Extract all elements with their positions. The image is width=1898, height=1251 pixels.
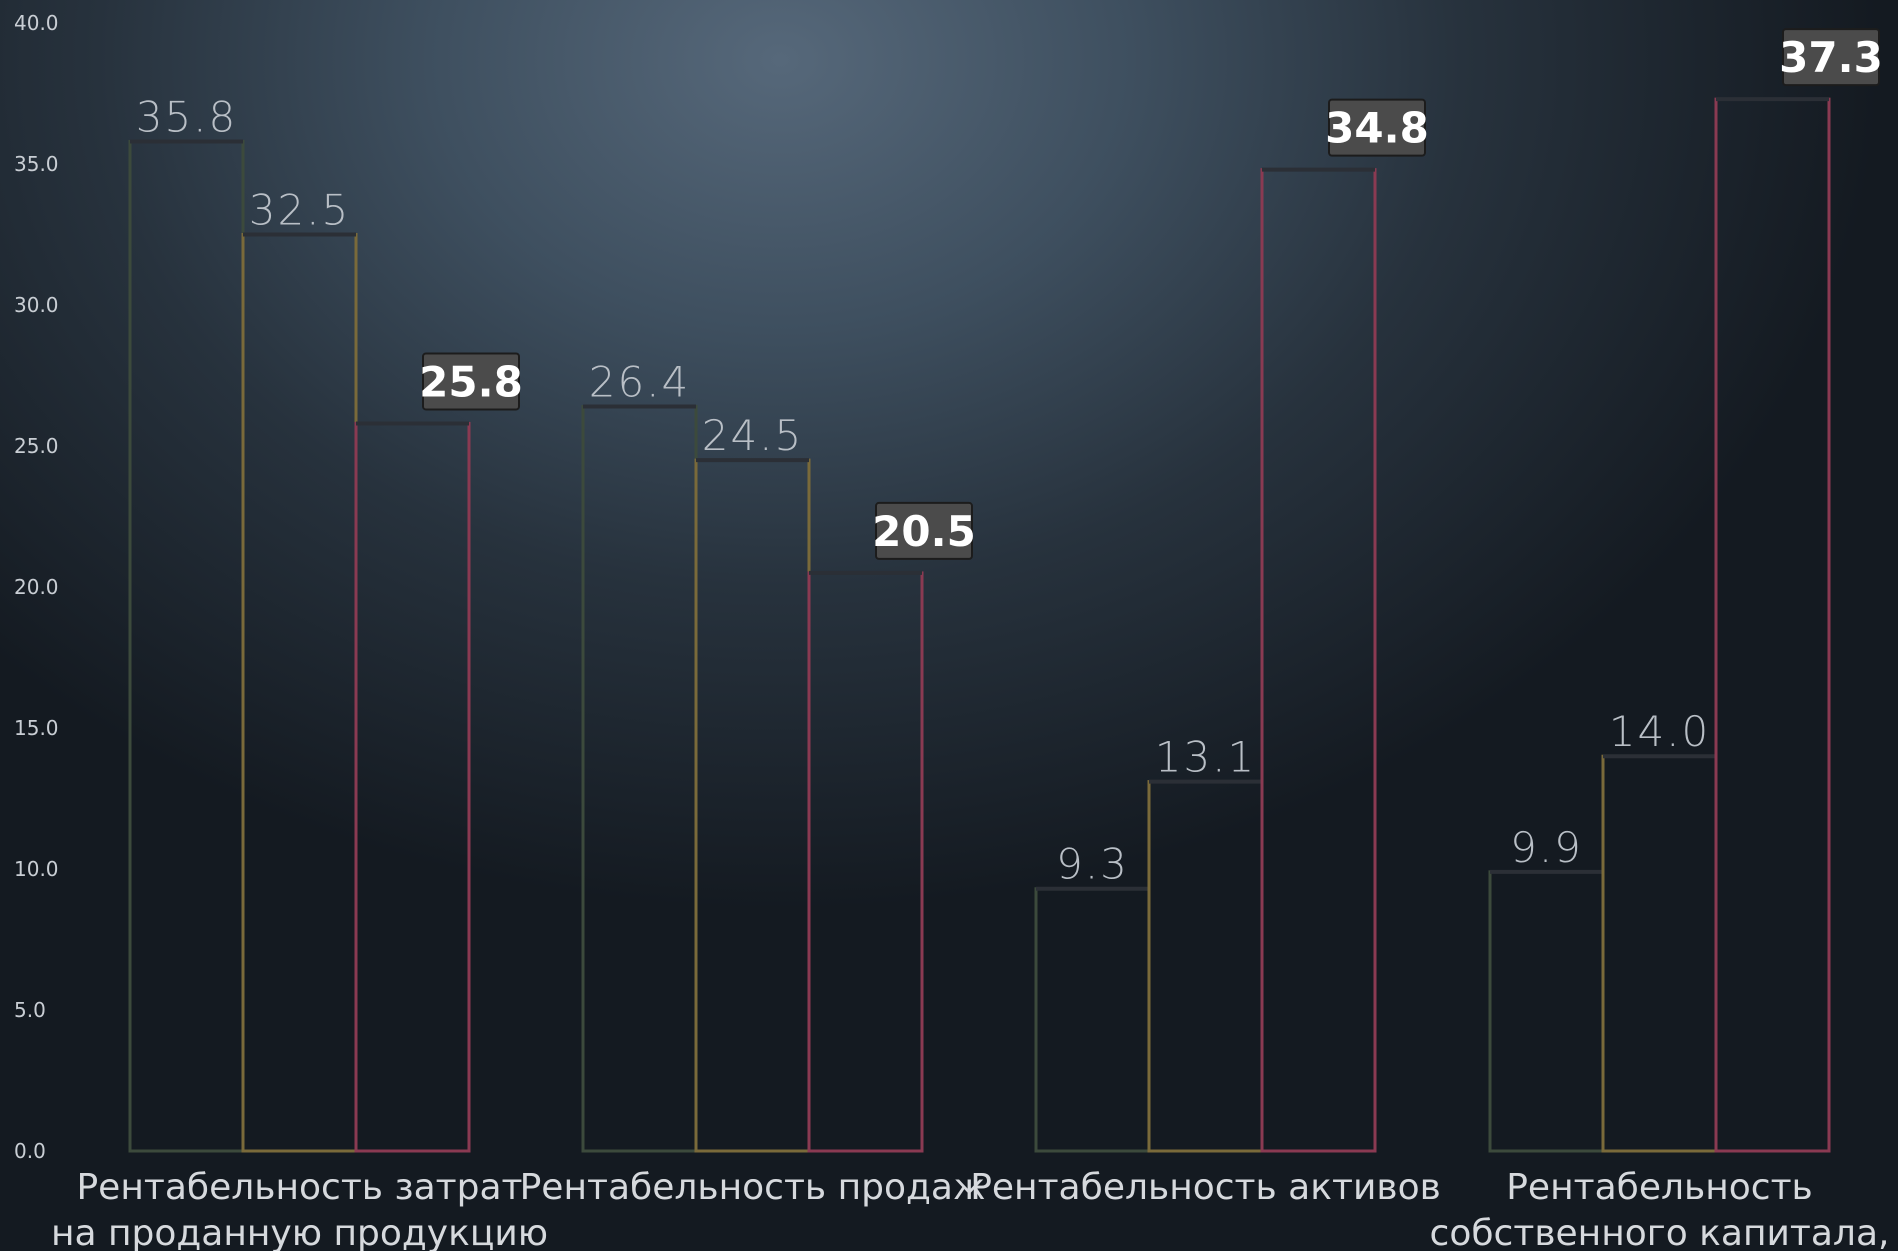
data-label: 14.0 [1609, 707, 1711, 756]
y-tick-label: 0.0 [14, 1139, 46, 1163]
bar [128, 139, 245, 1153]
x-category-label: на проданную продукцию [51, 1213, 548, 1251]
bar [1714, 97, 1831, 1153]
data-label-box [1328, 98, 1426, 157]
bar [581, 405, 698, 1153]
data-label-box [875, 501, 973, 560]
data-label-box [422, 352, 520, 411]
category-labels: Рентабельность затрат на проданную продук… [51, 1167, 1890, 1251]
y-tick-label: 25.0 [14, 434, 59, 458]
data-label: 24.5 [702, 411, 804, 460]
bar [241, 233, 358, 1153]
y-tick-label: 40.0 [14, 11, 59, 35]
y-tick-label: 35.0 [14, 152, 59, 176]
x-category-label: Рентабельность [1506, 1167, 1813, 1208]
bar [1147, 780, 1264, 1153]
bars [128, 97, 1831, 1153]
bar [1034, 887, 1151, 1153]
data-label: 9.3 [1056, 840, 1129, 889]
y-tick-label: 20.0 [14, 575, 59, 599]
data-label: 13.1 [1155, 733, 1257, 782]
y-tick-label: 10.0 [14, 857, 59, 881]
x-category-label: собственного капитала, [1430, 1213, 1890, 1251]
bar [354, 421, 471, 1153]
data-label: 34.8 [1325, 104, 1429, 153]
bar [807, 571, 924, 1153]
y-tick-label: 15.0 [14, 716, 59, 740]
value-labels: 35.832.5 25.8 26.424.5 20.5 9.3 13.1 34.8 9.9 14… [136, 28, 1883, 889]
bar [694, 458, 811, 1153]
data-label: 9.9 [1510, 823, 1583, 872]
data-label-box [1782, 28, 1880, 87]
y-axis: 0.0 5.0 10.0 15.0 20.0 25.0 30.0 35.0 40.0 [14, 11, 59, 1163]
data-label: 20.5 [872, 507, 976, 556]
data-label: 35.8 [136, 92, 238, 141]
bar [1260, 168, 1377, 1153]
data-label: 32.5 [249, 186, 351, 235]
data-label: 25.8 [419, 357, 523, 406]
y-tick-label: 30.0 [14, 293, 59, 317]
x-category-label: Рентабельность затрат [76, 1167, 522, 1208]
bar [1488, 870, 1605, 1153]
x-category-label: Рентабельность активов [970, 1167, 1441, 1208]
x-category-label: Рентабельность продаж [520, 1167, 986, 1208]
data-label: 26.4 [589, 358, 691, 407]
data-label: 37.3 [1779, 33, 1883, 82]
bar [1601, 754, 1718, 1153]
y-tick-label: 5.0 [14, 998, 46, 1022]
